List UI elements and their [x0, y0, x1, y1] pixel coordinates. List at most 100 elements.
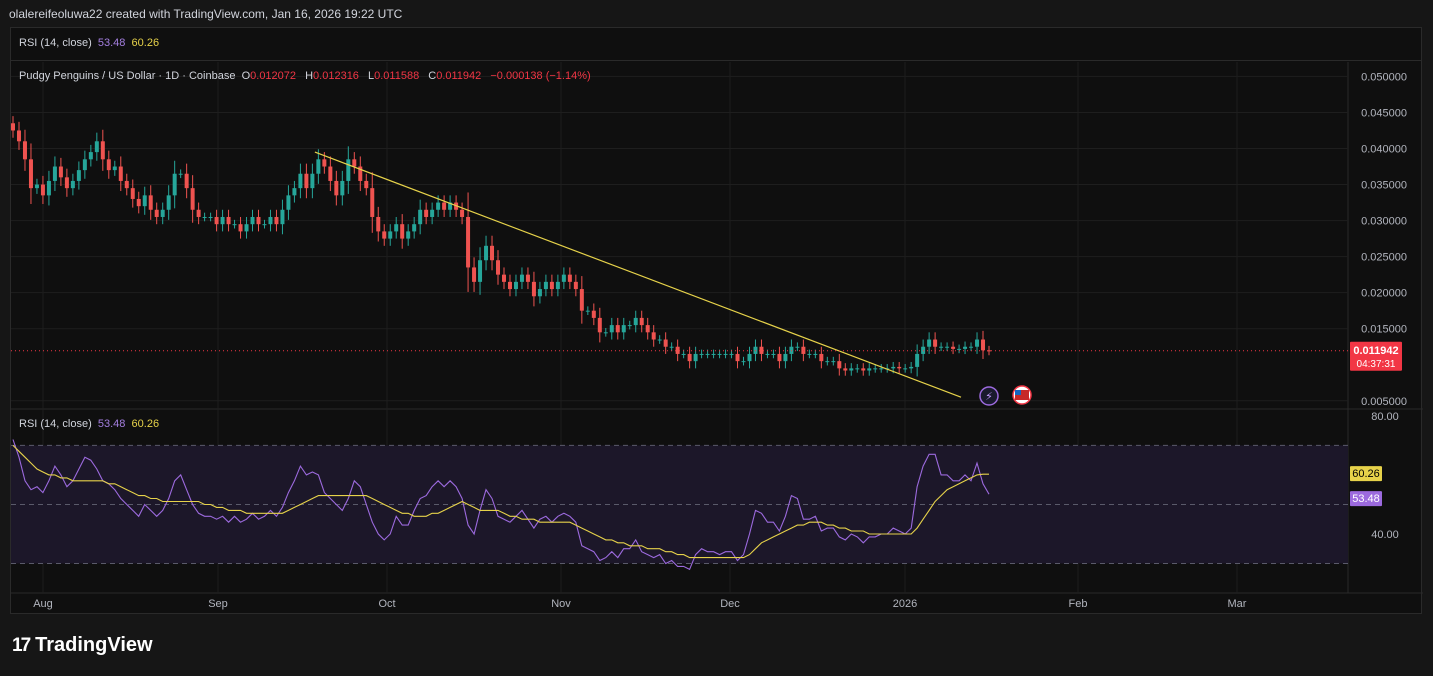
- candle: [735, 353, 740, 362]
- candle: [190, 188, 195, 210]
- candle: [64, 177, 69, 189]
- candle: [460, 209, 465, 217]
- candle: [166, 195, 171, 210]
- candle: [645, 325, 650, 333]
- candle: [358, 166, 363, 181]
- candle: [507, 281, 512, 290]
- candle: [621, 325, 626, 333]
- candle: [112, 166, 117, 171]
- logo-mark-icon: 17: [12, 634, 31, 656]
- candle: [957, 348, 962, 350]
- candle: [448, 202, 453, 210]
- y-tick-label: 0.045000: [1361, 107, 1407, 119]
- candle: [603, 332, 608, 334]
- candle: [771, 353, 776, 355]
- candle: [543, 281, 548, 290]
- candle: [304, 173, 309, 189]
- candle: [555, 281, 560, 290]
- x-tick-label: Aug: [33, 598, 53, 610]
- topbar-rsi-value: 53.48: [97, 37, 126, 49]
- candle: [849, 368, 854, 371]
- candle: [591, 310, 596, 318]
- y-tick-label: 0.005000: [1361, 396, 1407, 408]
- candle: [651, 332, 656, 340]
- candle: [525, 274, 530, 282]
- candle: [837, 361, 842, 369]
- candle: [741, 361, 746, 363]
- candle: [693, 353, 698, 362]
- candle: [519, 274, 524, 282]
- candle: [238, 224, 243, 232]
- candle: [549, 281, 554, 290]
- candle: [627, 325, 632, 327]
- candle: [196, 209, 201, 217]
- candle: [963, 346, 968, 349]
- candle: [478, 260, 483, 282]
- candle: [322, 159, 327, 167]
- candle: [496, 260, 501, 275]
- candle: [615, 325, 620, 333]
- candle: [370, 188, 375, 217]
- high-key: H: [305, 70, 314, 82]
- us-flag-canton-icon: [1015, 390, 1021, 395]
- candle: [783, 353, 788, 362]
- x-tick-label: Nov: [551, 598, 571, 610]
- candle: [813, 353, 818, 355]
- candle: [328, 166, 333, 181]
- us-flag-stripes-icon: [1015, 390, 1029, 400]
- candle: [687, 353, 692, 362]
- chart-svg[interactable]: Aug Sep Oct Nov Dec 2026 Feb Mar 0.050000 0.04500…: [11, 28, 1423, 615]
- low-key: L: [368, 70, 375, 82]
- candle: [250, 216, 255, 225]
- candle: [861, 368, 866, 371]
- candle: [76, 170, 81, 181]
- candle: [807, 353, 812, 355]
- candle: [298, 173, 303, 189]
- x-tick-label: Mar: [1228, 598, 1247, 610]
- candle: [142, 195, 147, 207]
- candle: [873, 368, 878, 370]
- candle: [106, 159, 111, 171]
- candle: [579, 289, 584, 311]
- candle: [214, 216, 219, 225]
- x-tick-label: 2026: [893, 598, 917, 610]
- rsi-ma-badge: [1350, 466, 1382, 482]
- trendline: [314, 151, 962, 398]
- candle: [915, 353, 920, 367]
- rsi-legend-ma-value: 60.26: [131, 418, 160, 430]
- price-badge-value: 0.011942: [1353, 345, 1398, 357]
- candle: [723, 353, 728, 355]
- candle: [124, 180, 129, 189]
- candle: [40, 184, 45, 196]
- candle: [394, 224, 399, 232]
- candle: [484, 245, 489, 261]
- candle: [274, 216, 279, 225]
- candle: [160, 209, 165, 217]
- candle: [346, 159, 351, 181]
- candle: [987, 350, 991, 352]
- candle: [430, 209, 435, 217]
- candle: [831, 361, 836, 363]
- change-value: −0.000138 (−1.14%): [490, 70, 591, 82]
- topbar-rsi-label: RSI (14, close): [19, 37, 92, 49]
- candle: [58, 166, 63, 178]
- candle: [34, 184, 39, 189]
- candle: [472, 267, 477, 282]
- candle: [382, 231, 387, 239]
- watermark-header: olalereifeoluwa22 created with TradingVi…: [9, 7, 403, 21]
- rsi-legend: RSI (14, close) 53.48 60.26: [19, 418, 159, 430]
- candle: [316, 159, 321, 174]
- tradingview-logo: 17 TradingView: [12, 634, 153, 657]
- candle: [633, 317, 638, 326]
- chart-panel[interactable]: RSI (14, close) 53.48 60.26 Aug Sep Oct Nov…: [10, 27, 1423, 615]
- candle: [669, 346, 674, 348]
- close-key: C: [428, 70, 437, 82]
- candle: [879, 368, 884, 370]
- candle: [567, 274, 572, 282]
- candle: [681, 353, 686, 355]
- x-tick-label: Dec: [720, 598, 740, 610]
- candle: [531, 281, 536, 297]
- candle: [280, 209, 285, 225]
- candle: [663, 339, 668, 347]
- candle: [609, 325, 614, 333]
